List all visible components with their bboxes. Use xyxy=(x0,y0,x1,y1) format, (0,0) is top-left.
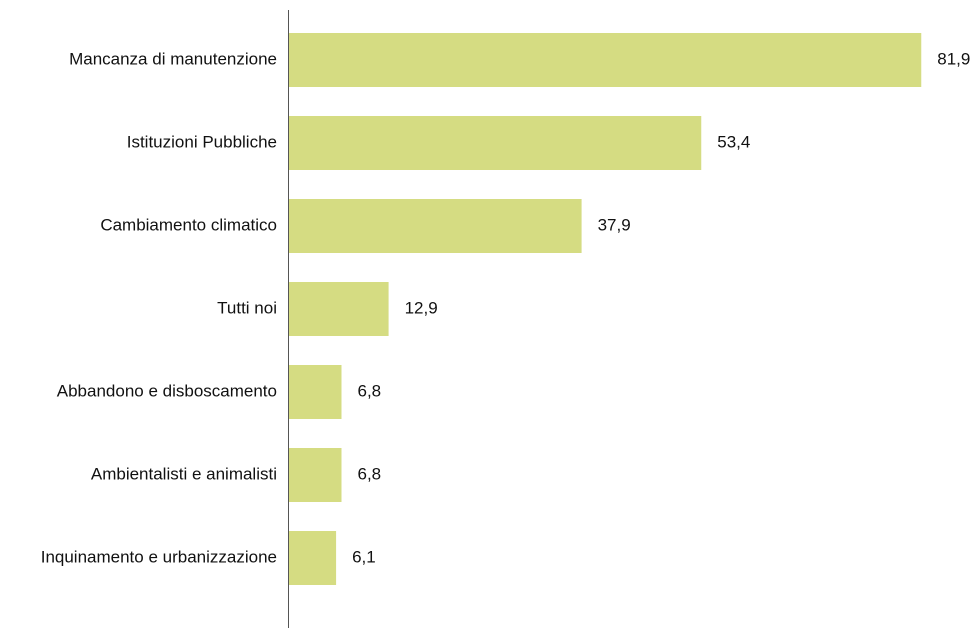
bar xyxy=(289,33,922,87)
value-label: 12,9 xyxy=(405,298,438,317)
value-label: 81,9 xyxy=(937,49,970,68)
bar xyxy=(289,199,582,253)
category-label: Istituzioni Pubbliche xyxy=(127,132,277,151)
bar xyxy=(289,365,342,419)
category-label: Cambiamento climatico xyxy=(100,215,277,234)
bar xyxy=(289,448,342,502)
category-label: Inquinamento e urbanizzazione xyxy=(41,547,277,566)
value-label: 6,8 xyxy=(357,464,381,483)
value-label: 6,8 xyxy=(357,381,381,400)
bar xyxy=(289,116,702,170)
category-label: Abbandono e disboscamento xyxy=(57,381,277,400)
category-label: Tutti noi xyxy=(217,298,277,317)
value-label: 37,9 xyxy=(598,215,631,234)
value-label: 53,4 xyxy=(717,132,750,151)
bar xyxy=(289,282,389,336)
value-label: 6,1 xyxy=(352,547,376,566)
category-label: Mancanza di manutenzione xyxy=(69,49,277,68)
bar xyxy=(289,531,337,585)
category-label: Ambientalisti e animalisti xyxy=(91,464,277,483)
